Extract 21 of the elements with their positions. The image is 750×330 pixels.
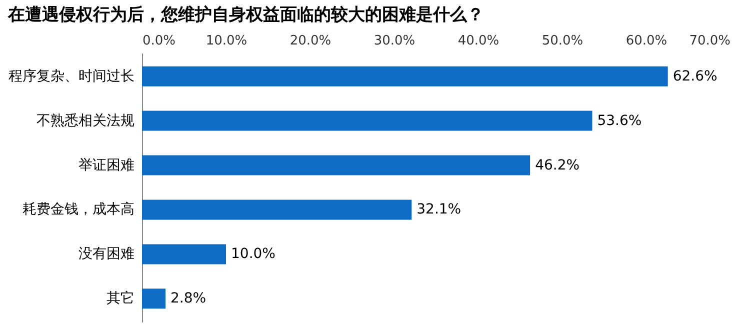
y-tick-label: 举证困难 bbox=[78, 157, 134, 174]
data-label: 2.8% bbox=[170, 290, 206, 307]
x-tick-label: 0.0% bbox=[142, 34, 176, 48]
x-tick-label: 50.0% bbox=[542, 34, 584, 48]
data-label: 32.1% bbox=[416, 202, 462, 218]
x-tick-label: 70.0% bbox=[689, 34, 730, 48]
data-label: 10.0% bbox=[231, 246, 276, 262]
x-tick-label: 60.0% bbox=[626, 34, 668, 48]
data-label: 62.6% bbox=[672, 68, 718, 84]
data-label: 53.6% bbox=[597, 112, 642, 129]
y-tick-label: 程序复杂、时间过长 bbox=[8, 68, 134, 84]
x-tick-label: 30.0% bbox=[374, 34, 416, 48]
chart-title: 在遭遇侵权行为后，您维护自身权益面临的较大的困难是什么？ bbox=[7, 5, 484, 25]
data-label: 46.2% bbox=[535, 157, 580, 174]
y-tick-label: 没有困难 bbox=[78, 246, 134, 262]
x-tick-label: 40.0% bbox=[458, 34, 500, 48]
x-tick-label: 10.0% bbox=[206, 34, 248, 48]
x-tick-label: 20.0% bbox=[290, 34, 332, 48]
y-tick-label: 耗费金钱，成本高 bbox=[22, 202, 134, 218]
y-tick-label: 其它 bbox=[106, 290, 134, 307]
y-tick-label: 不熟悉相关法规 bbox=[36, 112, 134, 129]
